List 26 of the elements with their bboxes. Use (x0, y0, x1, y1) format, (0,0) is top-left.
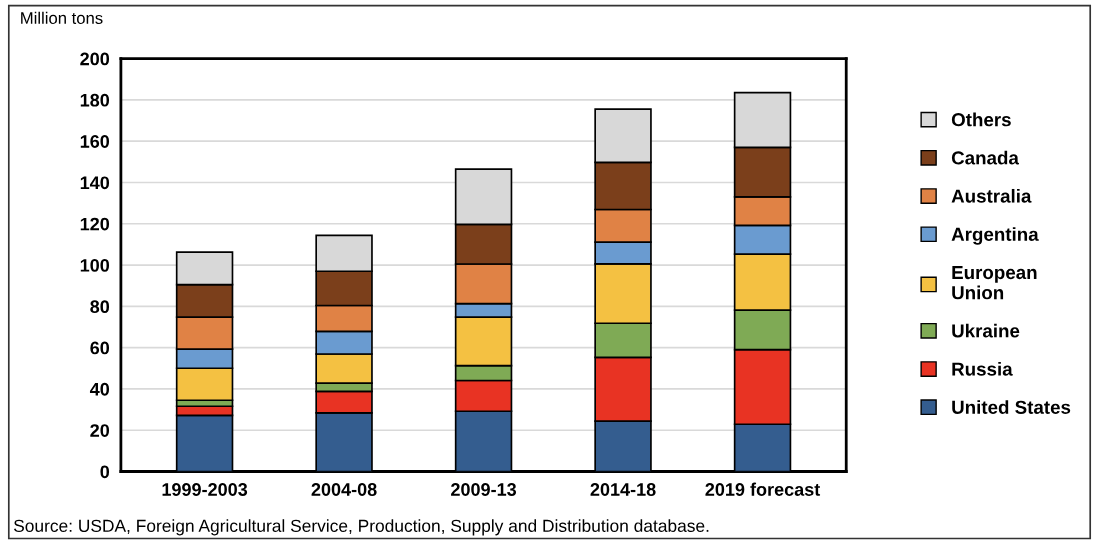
legend-label: Australia (951, 188, 1032, 203)
legend-label: United States (952, 400, 1071, 414)
legend-label: Canada (951, 150, 1019, 165)
y-tick-label: 40 (89, 382, 110, 396)
y-tick-label: 120 (80, 217, 110, 231)
x-tick-label: 2009-13 (451, 483, 517, 496)
y-tick-label: 80 (90, 300, 110, 314)
y-tick-label: 20 (90, 424, 110, 437)
legend-label: Russia (952, 361, 1013, 376)
legend-label: Ukraine (952, 323, 1020, 338)
y-tick-label: 0 (100, 465, 110, 479)
x-tick-label: 1999-2003 (162, 483, 248, 496)
source-note: Source: USDA, Foreign Agricultural Service, Production, Supply and Distribution database. (13, 519, 709, 536)
y-tick-label: 180 (80, 93, 110, 107)
y-tick-label: 160 (80, 135, 110, 148)
y-tick-label: 200 (80, 52, 110, 66)
legend-label: European Union (952, 266, 1037, 300)
y-tick-label: 100 (80, 258, 110, 272)
legend-label: Others (951, 112, 1011, 127)
x-tick-label: 2004-08 (311, 483, 377, 496)
y-tick-label: 140 (80, 176, 110, 190)
y-axis-title: Million tons (21, 11, 103, 24)
y-tick-label: 60 (90, 341, 110, 355)
x-tick-label: 2014-18 (590, 483, 656, 496)
x-tick-label: 2019 forecast (705, 482, 821, 496)
legend-label: Argentina (951, 227, 1039, 245)
